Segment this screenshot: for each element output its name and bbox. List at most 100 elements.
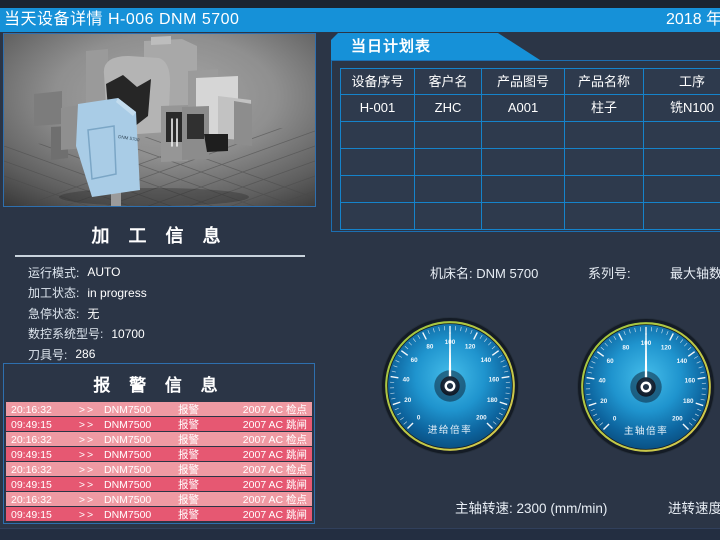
info-field-value: 无 <box>87 306 100 321</box>
info-field: 运行模式: AUTO <box>28 262 316 283</box>
alarm-arrow: >> <box>78 508 96 521</box>
alarm-type: 报警 <box>178 419 199 431</box>
gauge-tick-label: 0 <box>613 416 617 423</box>
table-cell-empty <box>482 122 564 148</box>
alarm-code: 2007 AC 检点 <box>242 404 307 416</box>
info-field-value: 10700 <box>111 326 145 341</box>
machine-model-label: DNM 5700 <box>118 134 141 142</box>
alarm-time: 09:49:15 <box>11 478 52 491</box>
spindle-override-gauge: 020406080100120140160180200主轴倍率 <box>572 313 720 461</box>
processing-info-title: 加 工 信 息 <box>91 226 228 246</box>
table-cell-empty <box>482 176 564 202</box>
table-cell-empty <box>565 122 643 148</box>
info-field: 急停状态: 无 <box>28 303 316 324</box>
alarm-arrow: >> <box>78 418 96 431</box>
alarm-device: DNM7500 <box>104 508 152 521</box>
table-cell: 柱子 <box>565 95 643 121</box>
gauge-tick-label: 160 <box>489 376 500 383</box>
alarm-row: 20:16:32 >> DNM7500 报警 2007 AC 检点 <box>6 492 312 506</box>
processing-info-fields: 运行模式: AUTO 加工状态: in progress 急停状态: 无数控系统型号: 10… <box>3 262 316 365</box>
table-cell: H-001 <box>341 95 414 121</box>
header-bar: 当天设备详情 H-006 DNM 5700 2018 年 <box>0 8 720 32</box>
feed-override-gauge: 020406080100120140160180200进给倍率 <box>376 312 524 460</box>
machine-meta-row: 机床名: DNM 5700 系列号: 最大轴数 <box>0 263 720 281</box>
max-axis-label: 最大轴数 <box>670 266 720 281</box>
alarm-device: DNM7500 <box>104 403 152 416</box>
alarm-code: 2007 AC 跳闸 <box>242 449 307 461</box>
table-cell: 铣N100 <box>644 95 720 121</box>
table-cell-empty <box>415 149 481 175</box>
alarm-type: 报警 <box>178 434 199 446</box>
alarm-arrow: >> <box>78 493 96 506</box>
info-field-label: 运行模式: <box>28 265 80 280</box>
spindle-speed: 主轴转速: 2300 (mm/min) <box>455 501 608 516</box>
alarm-device: DNM7500 <box>104 463 152 476</box>
alarm-code: 2007 AC 跳闸 <box>242 419 307 431</box>
table-header-cell: 工序 <box>644 69 720 94</box>
header-date: 2018 年 <box>666 11 720 28</box>
alarm-device: DNM7500 <box>104 493 152 506</box>
alarm-arrow: >> <box>78 448 96 461</box>
gauge-tick-label: 40 <box>599 377 606 384</box>
alarm-info-title: 报 警 信 息 <box>93 376 225 395</box>
processing-info-section: 加 工 信 息 运行模式: AUTO 加工状态: in progress 急停状态: 无数… <box>3 209 316 362</box>
table-cell: ZHC <box>415 95 481 121</box>
table-cell-empty <box>415 122 481 148</box>
alarm-type: 报警 <box>178 449 199 461</box>
table-cell-empty <box>644 176 720 202</box>
gauge-tick-label: 140 <box>677 358 688 365</box>
table-cell-empty <box>565 203 643 229</box>
gauge-tick-label: 200 <box>672 416 683 423</box>
alarm-type: 报警 <box>178 464 199 476</box>
gauge-tick-label: 180 <box>487 397 498 404</box>
alarm-code: 2007 AC 检点 <box>242 464 307 476</box>
alarm-type: 报警 <box>178 479 199 491</box>
alarm-arrow: >> <box>78 403 96 416</box>
alarm-row: 20:16:32 >> DNM7500 报警 2007 AC 检点 <box>6 432 312 446</box>
table-cell-empty <box>415 203 481 229</box>
info-field-value: AUTO <box>87 265 121 280</box>
table-cell: A001 <box>482 95 564 121</box>
top-strip <box>0 0 720 8</box>
table-cell-empty <box>341 149 414 175</box>
alarm-code: 2007 AC 检点 <box>242 434 307 446</box>
machine-shadow <box>59 188 249 206</box>
alarm-time: 09:49:15 <box>11 508 52 521</box>
alarm-type: 报警 <box>178 404 199 416</box>
gauge-tick-label: 80 <box>622 345 629 352</box>
alarm-device: DNM7500 <box>104 433 152 446</box>
alarm-time: 09:49:15 <box>11 448 52 461</box>
alarm-type: 报警 <box>178 509 199 521</box>
gauge-tick-label: 160 <box>685 377 696 384</box>
info-field-label: 加工状态: <box>28 286 80 301</box>
alarm-row: 09:49:15 >> DNM7500 报警 2007 AC 跳闸 <box>6 507 312 521</box>
alarm-row: 20:16:32 >> DNM7500 报警 2007 AC 检点 <box>6 462 312 476</box>
gauge-tick-label: 20 <box>404 397 411 404</box>
table-cell-empty <box>565 176 643 202</box>
alarm-row: 09:49:15 >> DNM7500 报警 2007 AC 跳闸 <box>6 447 312 461</box>
alarm-code: 2007 AC 检点 <box>242 494 307 506</box>
table-header-cell: 产品图号 <box>482 69 564 94</box>
info-field-label: 刀具号: <box>28 347 68 362</box>
page-title: 当天设备详情 H-006 DNM 5700 <box>4 11 240 28</box>
gauge-tick-label: 200 <box>476 415 487 422</box>
plan-table: 设备序号 客户名 产品图号 产品名称 工序 H-001 ZHC A001 柱子 铣N100 <box>340 68 720 230</box>
gauge-label: 进给倍率 <box>428 423 472 436</box>
gauge-tick-label: 140 <box>481 357 492 364</box>
info-field: 加工状态: in progress <box>28 283 316 304</box>
feed-speed-label: 进转速度 <box>668 501 720 516</box>
machine-body: DNM 5700 <box>34 36 252 206</box>
tab-daily-plan[interactable]: 当日计划表 <box>331 33 540 60</box>
alarm-time: 20:16:32 <box>11 493 52 506</box>
machine-image-panel: DNM 5700 <box>3 33 316 207</box>
alarm-info-section: 报 警 信 息 20:16:32 >> DNM7500 报警 2007 AC 检点 09:… <box>3 363 315 524</box>
table-cell-empty <box>341 122 414 148</box>
gauge-tick-label: 40 <box>403 376 410 383</box>
table-cell-empty <box>482 203 564 229</box>
alarm-arrow: >> <box>78 433 96 446</box>
alarm-device: DNM7500 <box>104 478 152 491</box>
alarm-row: 09:49:15 >> DNM7500 报警 2007 AC 跳闸 <box>6 477 312 491</box>
plan-table-box: 设备序号 客户名 产品图号 产品名称 工序 H-001 ZHC A001 柱子 铣N100 <box>331 60 720 232</box>
gauge-tick-label: 0 <box>417 415 421 422</box>
alarm-code: 2007 AC 跳闸 <box>242 479 307 491</box>
